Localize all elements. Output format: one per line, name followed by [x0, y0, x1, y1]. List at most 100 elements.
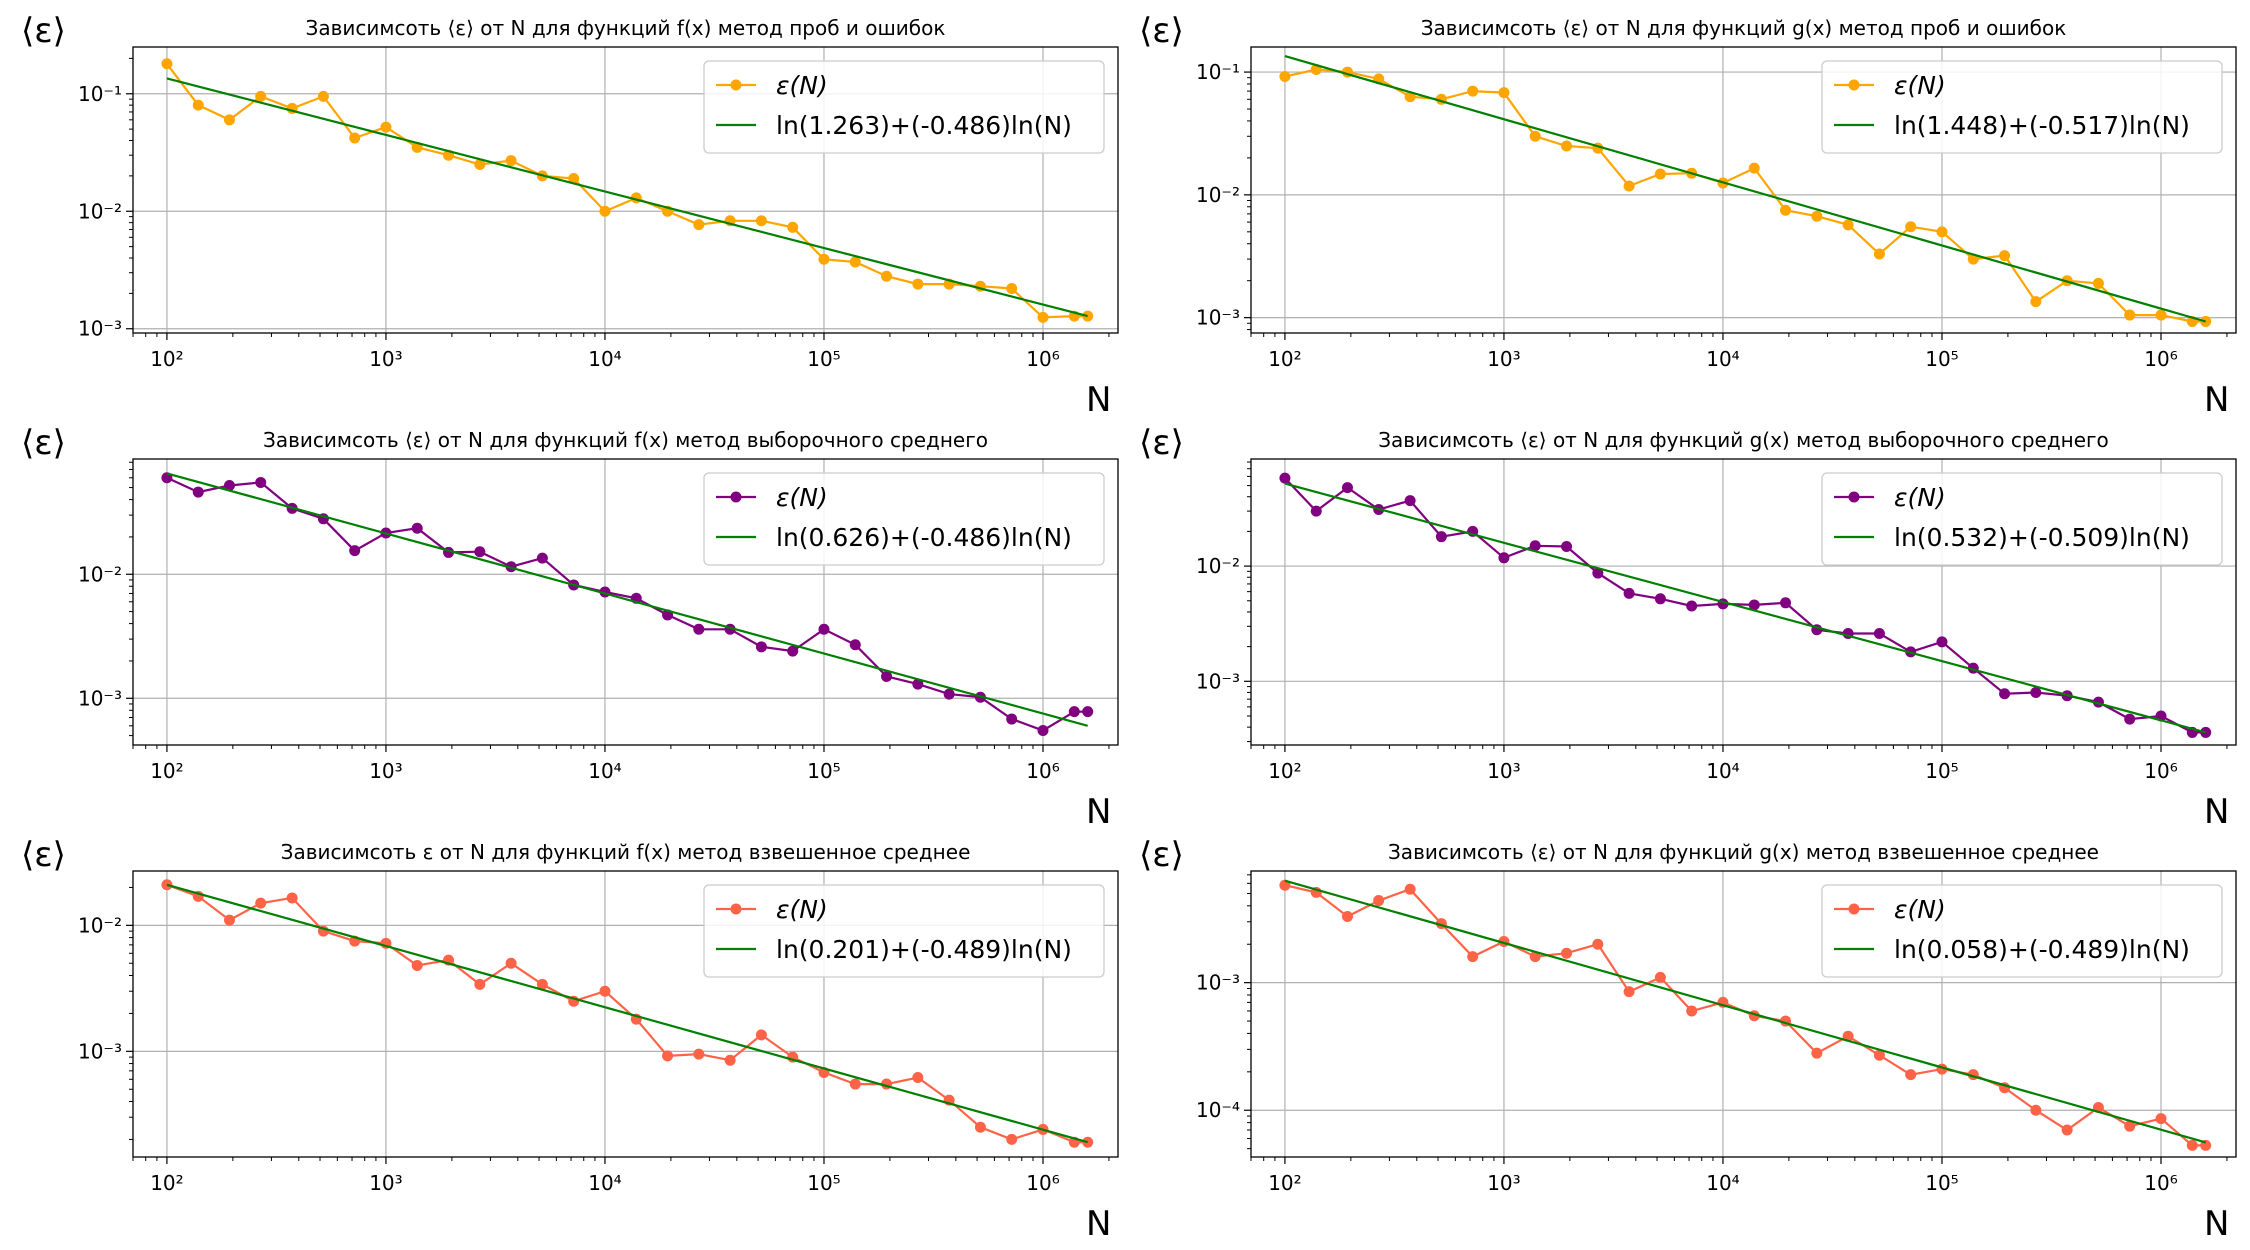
legend-label: ln(0.058)+(-0.489)ln(N) — [1894, 935, 2190, 964]
x-tick-label: 10⁵ — [807, 1171, 840, 1195]
data-point — [1006, 713, 1018, 725]
x-tick-label: 10⁵ — [1925, 1171, 1958, 1195]
data-point — [2155, 1113, 2167, 1125]
data-point — [1467, 951, 1479, 963]
data-point — [505, 155, 517, 167]
data-point — [1529, 951, 1541, 963]
data-point — [1873, 627, 1885, 639]
chart-panel-2: 10² 10³ 10⁴ 10⁵ 10⁶ 10⁻³ 10⁻² 10⁻¹ Зависимсоть ⟨… — [1139, 11, 2237, 420]
data-point — [1037, 311, 1049, 323]
data-point — [223, 114, 235, 126]
data-point — [1006, 283, 1018, 295]
data-point — [1592, 938, 1604, 950]
data-point — [192, 486, 204, 498]
y-axis-label: ⟨ε⟩ — [21, 423, 66, 463]
chart-title: Зависимсоть ε от N для функций f(x) мето… — [281, 840, 971, 864]
legend: ε(N) ln(1.448)+(-0.517)ln(N) — [1821, 60, 2223, 154]
data-point — [1467, 85, 1479, 97]
data-point — [1561, 540, 1573, 552]
x-tick-label: 10⁵ — [807, 759, 840, 783]
data-point — [255, 897, 267, 909]
x-axis-label: N — [2204, 792, 2229, 832]
legend: ε(N) ln(1.263)+(-0.486)ln(N) — [703, 60, 1105, 154]
data-point — [599, 205, 611, 217]
legend-marker — [730, 79, 742, 91]
y-axis-label: ⟨ε⟩ — [21, 835, 66, 875]
data-point — [2030, 1104, 2042, 1116]
data-point — [1529, 130, 1541, 142]
y-axis-label: ⟨ε⟩ — [1139, 835, 1184, 875]
data-point — [818, 253, 830, 265]
data-point — [599, 985, 611, 997]
x-axis-label: N — [1086, 1204, 1111, 1244]
data-point — [1435, 531, 1447, 543]
x-tick-label: 10⁴ — [1706, 759, 1739, 783]
x-tick-label: 10² — [150, 1171, 183, 1195]
data-point — [1780, 597, 1792, 609]
data-point — [1037, 724, 1049, 736]
plot-frame — [1250, 46, 2237, 334]
plot-frame — [132, 46, 1119, 334]
data-point — [1082, 310, 1094, 322]
fit-line — [1284, 482, 2206, 734]
data-point — [1561, 947, 1573, 959]
x-tick-label: 10⁴ — [588, 1171, 621, 1195]
data-point — [349, 545, 361, 557]
data-point — [1341, 910, 1353, 922]
x-tick-label: 10⁴ — [588, 347, 621, 371]
data-point — [1873, 248, 1885, 260]
y-tick-label: 10⁻² — [78, 199, 122, 223]
data-point — [1936, 226, 1948, 238]
legend-box — [703, 884, 1105, 978]
data-point — [724, 1054, 736, 1066]
legend-label: ln(0.201)+(-0.489)ln(N) — [776, 935, 1072, 964]
chart-title: Зависимсоть ⟨ε⟩ от N для функций g(x) ме… — [1388, 840, 2099, 864]
legend: ε(N) ln(0.201)+(-0.489)ln(N) — [703, 884, 1105, 978]
data-point — [818, 623, 830, 635]
data-point — [1279, 472, 1291, 484]
legend-marker — [730, 491, 742, 503]
x-tick-label: 10³ — [369, 1171, 402, 1195]
data-point — [2124, 309, 2136, 321]
data-point — [474, 158, 486, 170]
data-point — [286, 892, 298, 904]
y-tick-label: 10⁻² — [1196, 554, 1240, 578]
data-point — [380, 121, 392, 133]
legend-marker — [1848, 79, 1860, 91]
legend-label: ε(N) — [776, 895, 828, 924]
legend-label: ε(N) — [1894, 71, 1946, 100]
data-point — [505, 957, 517, 969]
data-point — [1811, 1047, 1823, 1059]
data-point — [974, 1121, 986, 1133]
chart-title: Зависимсоть ⟨ε⟩ от N для функций f(x) ме… — [306, 16, 946, 40]
data-point — [161, 58, 173, 70]
plot-frame — [132, 458, 1119, 746]
chart-panel-4: 10² 10³ 10⁴ 10⁵ 10⁶ 10⁻³ 10⁻² Зависимсоть ⟨ε⟩ о… — [1139, 423, 2237, 832]
legend-label: ε(N) — [1894, 483, 1946, 512]
x-tick-label: 10⁴ — [1706, 347, 1739, 371]
data-point — [1623, 180, 1635, 192]
data-point — [1373, 895, 1385, 907]
data-point — [1498, 87, 1510, 99]
data-point — [317, 90, 329, 102]
data-point — [912, 678, 924, 690]
data-point — [1686, 1005, 1698, 1017]
x-tick-label: 10² — [1268, 1171, 1301, 1195]
data-point — [755, 1029, 767, 1041]
data-point — [943, 688, 955, 700]
y-tick-label: 10⁻¹ — [1196, 60, 1240, 84]
x-tick-label: 10³ — [1487, 759, 1520, 783]
x-tick-label: 10³ — [369, 347, 402, 371]
data-point — [1404, 883, 1416, 895]
data-point — [2092, 277, 2104, 289]
legend-box — [703, 60, 1105, 154]
data-point — [693, 1048, 705, 1060]
x-tick-label: 10³ — [369, 759, 402, 783]
y-tick-label: 10⁻³ — [1196, 971, 1240, 995]
data-point — [1279, 71, 1291, 83]
x-tick-label: 10⁶ — [1026, 1171, 1059, 1195]
data-point — [536, 978, 548, 990]
x-tick-label: 10² — [1268, 347, 1301, 371]
data-point — [2200, 726, 2212, 738]
